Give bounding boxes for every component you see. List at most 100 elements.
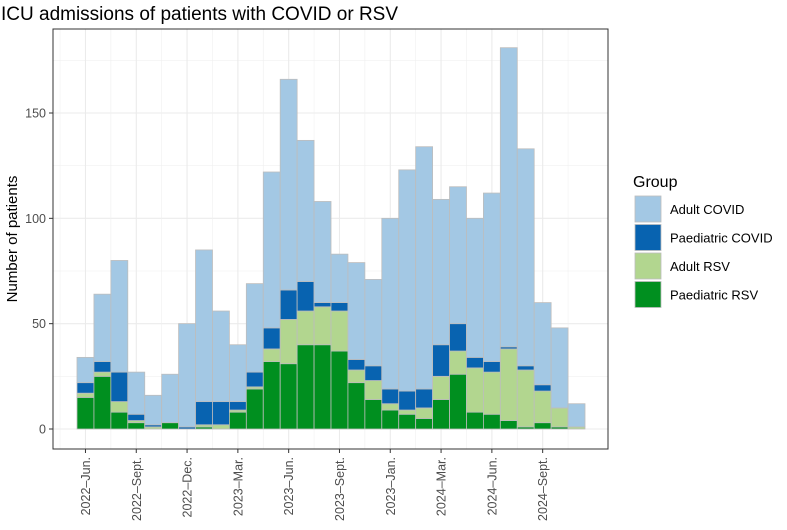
bar-paediatric-covid (449, 323, 467, 352)
bar-paediatric-covid (432, 344, 450, 377)
bar-adult-covid (449, 186, 467, 325)
bar-paediatric-rsv (313, 344, 332, 430)
bar-adult-rsv (516, 369, 535, 428)
x-tick-label: 2023–Jun. (282, 457, 296, 515)
bar-adult-covid (499, 47, 518, 348)
bar-paediatric-covid (347, 359, 366, 371)
legend-label: Adult COVID (670, 202, 744, 217)
bar-paediatric-covid (313, 302, 332, 308)
bar-paediatric-rsv (296, 344, 315, 430)
bar-paediatric-rsv (347, 382, 366, 430)
bar-paediatric-rsv (398, 413, 417, 430)
bar-adult-rsv (466, 367, 484, 413)
bar-paediatric-rsv (110, 411, 129, 430)
bar-paediatric-covid (195, 401, 213, 426)
bar-adult-covid (161, 373, 180, 424)
y-axis-label: Number of patients (4, 176, 21, 303)
bar-adult-covid (364, 279, 383, 367)
bar-adult-rsv (212, 424, 230, 430)
bar-paediatric-covid (76, 382, 95, 394)
panel-border (52, 28, 609, 450)
bar-paediatric-covid (466, 356, 484, 369)
bar-adult-rsv (296, 310, 315, 346)
bar-adult-covid (482, 192, 501, 362)
legend-title: Group (633, 174, 678, 191)
x-tick-label: 2024–Jun. (485, 457, 499, 515)
bar-adult-rsv (381, 403, 400, 411)
bar-adult-covid (279, 78, 298, 291)
bar-adult-covid (516, 148, 535, 367)
bar-adult-rsv (364, 380, 383, 400)
bar-paediatric-rsv (381, 409, 400, 430)
bar-adult-rsv (482, 371, 501, 415)
bar-paediatric-rsv (228, 411, 247, 430)
bar-adult-covid (347, 262, 366, 360)
bar-adult-rsv (76, 392, 95, 398)
y-tick-label: 100 (25, 212, 46, 226)
bar-paediatric-rsv (93, 375, 112, 430)
x-tick-label: 2023–Jan. (384, 457, 398, 515)
bar-adult-covid (432, 198, 450, 346)
bar-adult-covid (127, 371, 146, 415)
bar-paediatric-covid (482, 361, 501, 373)
bar-adult-covid (415, 146, 433, 390)
x-tick-label: 2023–Sept. (333, 457, 347, 521)
bar-adult-covid (178, 323, 196, 428)
bar-adult-rsv (550, 407, 569, 428)
bar-paediatric-covid (330, 302, 349, 312)
bar-adult-covid (466, 217, 484, 358)
bar-paediatric-rsv (262, 361, 281, 430)
bar-paediatric-rsv (415, 418, 433, 430)
bar-paediatric-covid (516, 365, 535, 371)
bar-paediatric-covid (110, 371, 129, 403)
bar-adult-covid (76, 356, 95, 384)
bar-adult-covid (550, 327, 569, 409)
bar-adult-rsv (330, 310, 349, 352)
bar-adult-covid (381, 217, 400, 390)
bar-paediatric-covid (398, 390, 417, 411)
bar-paediatric-covid (415, 388, 433, 409)
bar-adult-covid (245, 283, 264, 373)
bar-paediatric-rsv (330, 350, 349, 430)
bar-paediatric-rsv (533, 422, 552, 430)
bar-paediatric-rsv (279, 363, 298, 430)
y-tick-label: 0 (39, 423, 46, 437)
bar-paediatric-rsv (449, 373, 467, 430)
bar-paediatric-rsv (161, 422, 180, 430)
legend-label: Paediatric RSV (670, 288, 758, 303)
bar-paediatric-covid (228, 401, 247, 411)
bar-adult-rsv (449, 350, 467, 375)
bar-adult-covid (195, 249, 213, 403)
bar-paediatric-covid (381, 388, 400, 405)
bar-paediatric-rsv (432, 399, 450, 430)
bar-paediatric-covid (245, 371, 264, 388)
legend-key (634, 252, 662, 280)
bar-paediatric-covid (262, 327, 281, 350)
bar-paediatric-covid (296, 281, 315, 312)
bar-paediatric-rsv (245, 388, 264, 430)
bar-adult-covid (296, 139, 315, 282)
bar-paediatric-rsv (76, 396, 95, 430)
x-tick-label: 2022–Jun. (79, 457, 93, 515)
bar-adult-covid (262, 171, 281, 329)
bar-adult-covid (212, 310, 230, 403)
bar-adult-covid (228, 344, 247, 403)
bar-paediatric-rsv (364, 399, 383, 430)
bar-adult-rsv (313, 306, 332, 346)
bar-paediatric-rsv (127, 422, 146, 430)
y-axis: 0 50 100 150 (25, 107, 53, 437)
legend-label: Adult RSV (670, 259, 730, 274)
legend-key (634, 195, 662, 223)
bar-paediatric-covid (127, 413, 146, 421)
bar-paediatric-covid (533, 384, 552, 392)
x-tick-label: 2024–Sept. (536, 457, 550, 521)
x-axis: 2022–Jun. 2022–Sept. 2022–Dec. 2023–Mar. 202… (79, 449, 550, 521)
x-tick-label: 2023–Mar. (231, 457, 245, 516)
legend-key (634, 281, 662, 308)
bar-adult-rsv (415, 407, 433, 419)
bar-adult-rsv (499, 348, 518, 421)
bar-adult-rsv (93, 371, 112, 377)
x-tick-label: 2022–Sept. (130, 457, 144, 521)
y-tick-label: 50 (32, 317, 46, 331)
